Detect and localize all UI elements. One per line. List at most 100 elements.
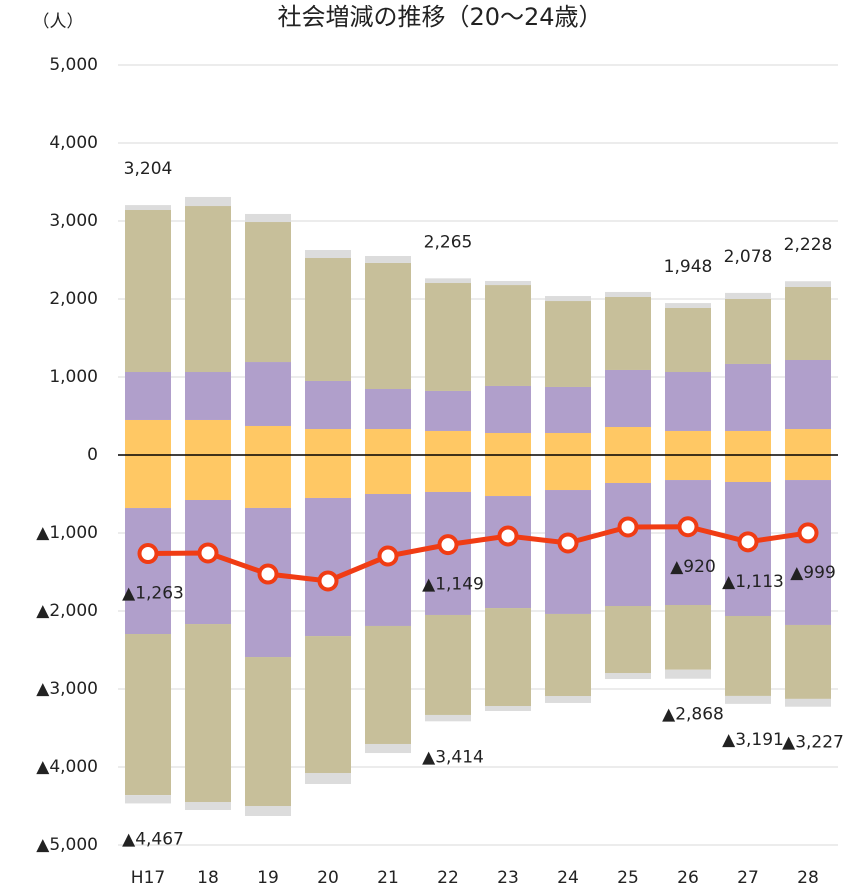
bar-segment: [545, 696, 591, 703]
line-label: ▲1,149: [422, 575, 484, 595]
net-marker: [677, 516, 699, 538]
x-tick-label: 18: [197, 868, 219, 888]
total-label: ▲4,467: [122, 829, 184, 849]
bar-segment: [245, 222, 291, 363]
x-tick-label: 22: [437, 868, 459, 888]
bar-segment: [725, 292, 771, 299]
bar-segment: [545, 613, 591, 697]
bar-segment: [245, 806, 291, 816]
bar-segment: [245, 455, 291, 508]
bar-segment: [125, 508, 171, 635]
net-marker: [497, 525, 519, 547]
bar-segment: [365, 429, 411, 455]
x-tick-label: 26: [677, 868, 699, 888]
net-marker: [617, 516, 639, 538]
x-tick-label: 20: [317, 868, 339, 888]
y-tick-label: ▲4,000: [36, 757, 98, 777]
y-tick-label: ▲2,000: [36, 601, 98, 621]
bar-segment: [125, 205, 171, 211]
bar-segment: [185, 455, 231, 501]
bar-segment: [725, 695, 771, 704]
bar-segment: [245, 213, 291, 223]
net-marker: [197, 542, 219, 564]
bar-segment: [665, 669, 711, 679]
bar-segment: [785, 624, 831, 699]
bar-segment: [485, 706, 531, 711]
bar-segment: [305, 380, 351, 430]
total-label: ▲3,227: [782, 733, 844, 753]
bar-segment: [485, 608, 531, 707]
total-label: ▲3,414: [422, 747, 484, 767]
bar-segment: [665, 455, 711, 481]
bar-segment: [305, 455, 351, 498]
net-marker: [437, 534, 459, 556]
bar-segment: [185, 372, 231, 420]
bar-segment: [125, 419, 171, 455]
bar-segment: [605, 483, 651, 607]
net-marker: [557, 532, 579, 554]
y-unit: （人）: [33, 12, 84, 32]
x-tick-label: 23: [497, 868, 519, 888]
bar-segment: [665, 307, 711, 373]
bar-segment: [605, 426, 651, 455]
bar-segment: [185, 206, 231, 373]
y-tick-label: 1,000: [49, 367, 98, 387]
y-tick-label: 5,000: [49, 55, 98, 75]
bar-segment: [485, 285, 531, 386]
y-tick-label: 3,000: [49, 211, 98, 231]
bar-segment: [425, 278, 471, 284]
bar-segment: [605, 606, 651, 674]
bar-segment: [725, 299, 771, 364]
bar-segment: [485, 280, 531, 286]
bar-segment: [665, 372, 711, 431]
bar-segment: [485, 433, 531, 455]
net-marker: [257, 563, 279, 585]
net-marker: [797, 522, 819, 544]
bar-segment: [425, 614, 471, 715]
bar-segment: [425, 390, 471, 431]
bar-segment: [665, 430, 711, 455]
y-tick-label: ▲1,000: [36, 523, 98, 543]
total-label: 2,078: [724, 247, 773, 267]
y-tick-label: 4,000: [49, 133, 98, 153]
bar-segment: [665, 303, 711, 308]
bar-segment: [305, 773, 351, 785]
total-label: 2,265: [424, 232, 473, 252]
total-label: 3,204: [124, 159, 173, 179]
bar-segment: [185, 419, 231, 455]
bar-segment: [305, 497, 351, 637]
bar-segment: [725, 363, 771, 431]
bar-segment: [365, 256, 411, 263]
total-label: ▲3,191: [722, 730, 784, 750]
bar-segment: [185, 802, 231, 810]
bar-segment: [425, 714, 471, 722]
bar-segment: [125, 210, 171, 373]
bar-segment: [605, 673, 651, 680]
bar-segment: [545, 433, 591, 455]
bar-segment: [725, 615, 771, 696]
total-label: 1,948: [664, 257, 713, 277]
bar-segment: [365, 455, 411, 494]
bar-segment: [605, 296, 651, 370]
x-tick-label: 27: [737, 868, 759, 888]
net-marker: [377, 545, 399, 567]
bar-segment: [725, 455, 771, 482]
bar-segment: [365, 743, 411, 754]
bar-segment: [365, 262, 411, 390]
bar-segment: [545, 386, 591, 434]
bar-segment: [185, 624, 231, 803]
y-tick-label: 2,000: [49, 289, 98, 309]
bar-segment: [545, 301, 591, 387]
bar-segment: [365, 389, 411, 430]
x-tick-label: 24: [557, 868, 579, 888]
bar-segment: [785, 281, 831, 287]
bar-segment: [125, 372, 171, 420]
line-label: ▲999: [790, 563, 836, 583]
bar-segment: [485, 496, 531, 609]
bar-segment: [245, 425, 291, 455]
bar-segment: [245, 657, 291, 806]
bar-segment: [605, 369, 651, 427]
y-tick-label: ▲5,000: [36, 835, 98, 855]
x-tick-label: 28: [797, 868, 819, 888]
